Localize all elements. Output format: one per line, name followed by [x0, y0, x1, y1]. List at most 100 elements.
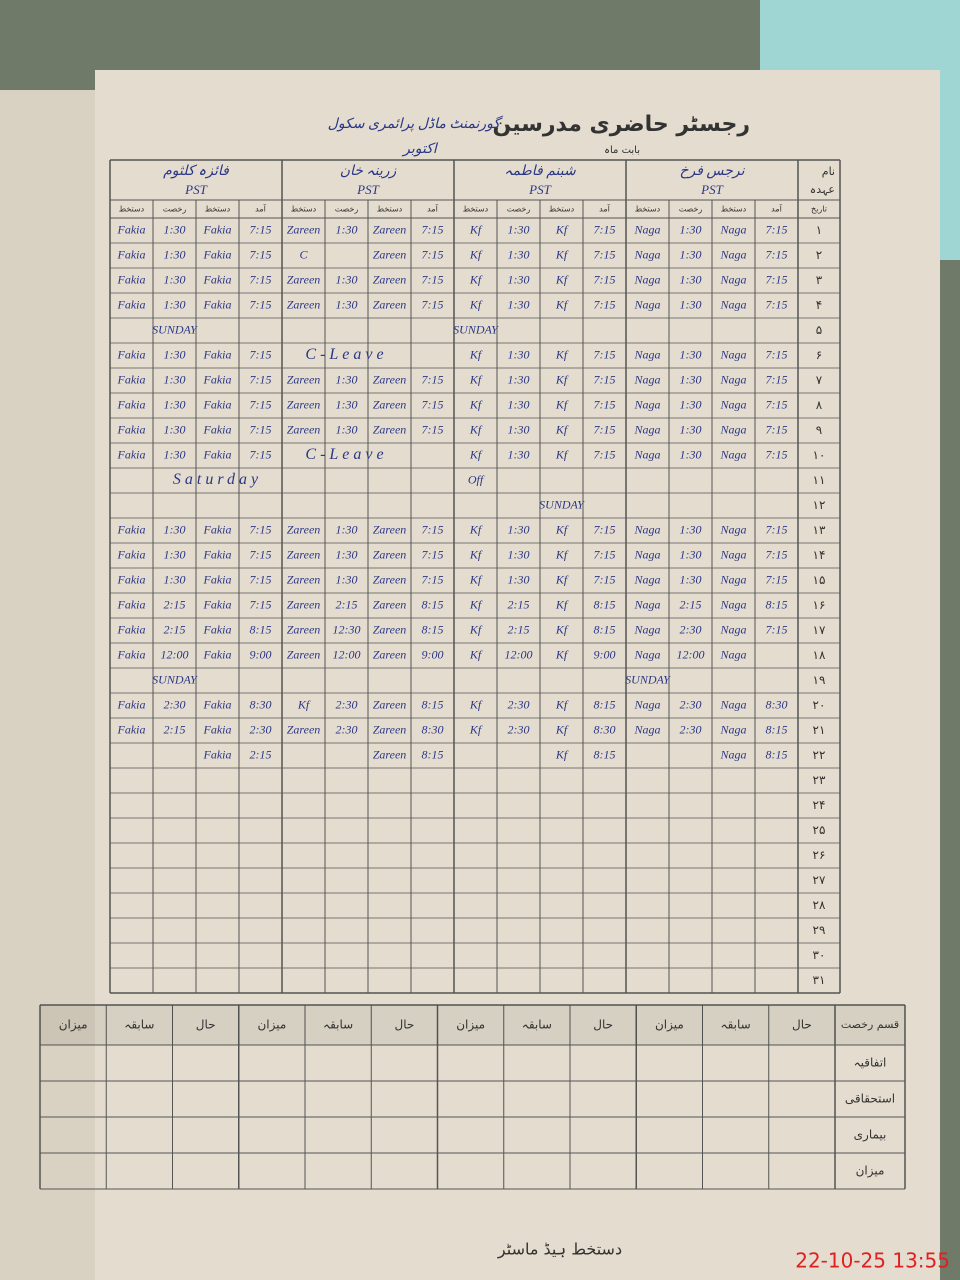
cell-entry: 1:30: [164, 247, 186, 261]
cell-entry: 1:30: [336, 297, 358, 311]
cell-entry: 8:15: [766, 747, 788, 761]
cell-entry: 9:00: [422, 647, 444, 661]
cell-entry: Fakia: [117, 247, 146, 261]
cell-entry: 1:30: [508, 347, 530, 361]
cell-entry: Naga: [633, 647, 660, 661]
cell-entry: 2:30: [508, 697, 530, 711]
day-number: ۳۰: [813, 948, 826, 962]
cell-entry: 8:15: [594, 597, 616, 611]
cell-entry: Zareen: [373, 697, 407, 711]
cell-entry: Fakia: [203, 272, 232, 286]
cell-entry: 1:30: [164, 572, 186, 586]
cell-entry: SUNDAY: [453, 322, 499, 336]
day-number: ۲۲: [813, 748, 826, 762]
cell-entry: Kf: [469, 722, 483, 736]
cell-entry: 2:15: [250, 747, 272, 761]
cell-entry: Fakia: [117, 722, 146, 736]
cell-entry: C-Leave: [305, 446, 387, 463]
cell-entry: Zareen: [287, 422, 321, 436]
cell-entry: 7:15: [594, 422, 616, 436]
cell-entry: Kf: [469, 697, 483, 711]
cell-entry: Kf: [469, 247, 483, 261]
cell-entry: Naga: [719, 547, 746, 561]
summary-row-label: میزان: [856, 1164, 885, 1179]
summary-column-header: حال: [593, 1018, 613, 1032]
summary-column-header: میزان: [655, 1018, 684, 1033]
cell-entry: Fakia: [117, 622, 146, 636]
cell-entry: 2:15: [164, 597, 186, 611]
column-header: آمد: [255, 204, 266, 214]
cell-entry: 1:30: [336, 372, 358, 386]
cell-entry: 8:15: [422, 622, 444, 636]
day-number: ۳۱: [813, 973, 826, 987]
cell-entry: Naga: [719, 347, 746, 361]
day-number: ۱۸: [813, 648, 826, 662]
cell-entry: 7:15: [594, 297, 616, 311]
cell-entry: 2:30: [250, 722, 272, 736]
cell-entry: 1:30: [680, 222, 702, 236]
cell-entry: Naga: [633, 272, 660, 286]
cell-entry: 7:15: [594, 447, 616, 461]
cell-entry: Naga: [719, 622, 746, 636]
cell-entry: Naga: [633, 372, 660, 386]
cell-entry: C: [299, 247, 308, 261]
cell-entry: 7:15: [766, 272, 788, 286]
cell-entry: 8:30: [422, 722, 444, 736]
day-number: ۱۹: [813, 673, 826, 687]
cell-entry: C-Leave: [305, 346, 387, 363]
cell-entry: 2:30: [508, 722, 530, 736]
cell-entry: Fakia: [203, 222, 232, 236]
cell-entry: Fakia: [203, 597, 232, 611]
summary-column-header: حال: [792, 1018, 812, 1032]
cell-entry: 7:15: [594, 572, 616, 586]
cell-entry: Kf: [555, 522, 569, 536]
cell-entry: Naga: [719, 597, 746, 611]
cell-entry: 7:15: [766, 297, 788, 311]
cell-entry: Fakia: [117, 522, 146, 536]
day-number: ۱: [816, 223, 822, 237]
cell-entry: 7:15: [766, 347, 788, 361]
cell-entry: Zareen: [373, 222, 407, 236]
cell-entry: Zareen: [373, 397, 407, 411]
cell-entry: 7:15: [594, 372, 616, 386]
cell-entry: Kf: [469, 297, 483, 311]
cell-entry: 1:30: [164, 447, 186, 461]
cell-entry: 2:15: [680, 597, 702, 611]
cell-entry: Fakia: [203, 572, 232, 586]
cell-entry: 8:15: [594, 622, 616, 636]
column-header: دستخط: [721, 205, 747, 214]
cell-entry: Kf: [469, 522, 483, 536]
teacher-name: شبنم فاطمہ: [504, 164, 576, 179]
summary-row-label: استحقاقی: [845, 1092, 895, 1106]
day-number: ۳: [816, 273, 823, 287]
cell-entry: 7:15: [250, 572, 272, 586]
cell-entry: Zareen: [287, 647, 321, 661]
cell-entry: Fakia: [203, 247, 232, 261]
cell-entry: 1:30: [680, 347, 702, 361]
cell-entry: 7:15: [422, 297, 444, 311]
cell-entry: 2:30: [164, 697, 186, 711]
cell-entry: 7:15: [766, 522, 788, 536]
cell-entry: Kf: [469, 547, 483, 561]
cell-entry: 7:15: [594, 247, 616, 261]
cell-entry: 1:30: [164, 347, 186, 361]
cell-entry: Saturday: [173, 471, 262, 488]
cell-entry: 1:30: [508, 397, 530, 411]
cell-entry: Fakia: [203, 647, 232, 661]
column-header: دستخط: [549, 205, 575, 214]
cell-entry: 1:30: [508, 547, 530, 561]
cell-entry: Kf: [297, 697, 311, 711]
cell-entry: Naga: [633, 297, 660, 311]
cell-entry: 12:00: [677, 647, 705, 661]
cell-entry: Naga: [719, 447, 746, 461]
cell-entry: Naga: [633, 222, 660, 236]
cell-entry: Zareen: [373, 622, 407, 636]
cell-entry: 7:15: [250, 247, 272, 261]
summary-column-header: سابقہ: [522, 1018, 552, 1032]
cell-entry: Kf: [469, 447, 483, 461]
cell-entry: 7:15: [250, 347, 272, 361]
summary-type-label: قسم رخصت: [841, 1018, 899, 1031]
cell-entry: Kf: [555, 597, 569, 611]
cell-entry: Zareen: [373, 247, 407, 261]
cell-entry: Kf: [469, 222, 483, 236]
